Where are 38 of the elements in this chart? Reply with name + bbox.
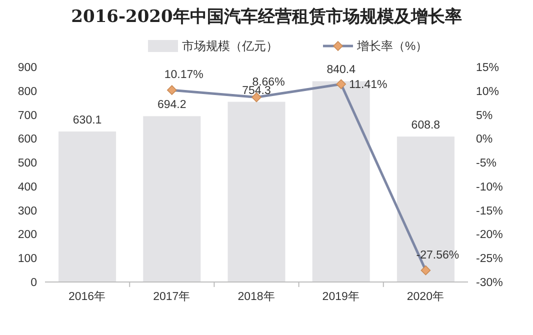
chart-title: 2016-2020年中国汽车经营租赁市场规模及增长率 [71,7,462,27]
y2-tick-label: 10% [476,86,500,98]
y2-tick-label: 5% [476,110,493,122]
y-tick-label: 400 [18,181,37,194]
y-tick-label: 200 [18,229,37,242]
bar [143,116,201,282]
y2-tick-label: 15% [476,62,500,74]
y2-tick-label: -25% [476,253,503,266]
legend-label: 增长率（%） [356,39,428,53]
x-tick-label: 2018年 [238,290,276,303]
data-label: 630.1 [72,114,102,126]
y2-tick-label: -15% [476,205,503,218]
bar [228,102,286,282]
bar [58,131,116,282]
legend-label: 市场规模（亿元） [182,39,278,53]
y-tick-label: 800 [18,86,37,98]
x-tick-label: 2020年 [406,290,444,303]
y-tick-label: 700 [18,110,37,122]
y2-tick-label: -10% [476,181,503,194]
y2-tick-label: -5% [476,158,496,170]
data-label: 754.3 [242,84,271,97]
y-tick-label: 0 [30,277,37,289]
y2-tick-label: -30% [476,277,503,289]
y2-tick-label: 0% [476,134,493,146]
x-tick-label: 2017年 [153,290,191,303]
y-tick-label: 900 [18,62,37,74]
data-label: 694.2 [158,99,186,112]
data-label: 840.4 [326,64,356,76]
y-tick-label: 500 [18,158,37,170]
x-tick-label: 2016年 [68,290,106,303]
y-tick-label: 100 [18,253,37,266]
y-tick-label: 300 [18,205,37,218]
data-label: 608.8 [411,120,440,132]
y2-tick-label: -20% [476,229,503,242]
data-label: 10.17% [164,69,204,82]
x-tick-label: 2019年 [322,290,360,303]
y-tick-label: 600 [18,134,37,146]
data-label: 11.41% [349,79,388,92]
